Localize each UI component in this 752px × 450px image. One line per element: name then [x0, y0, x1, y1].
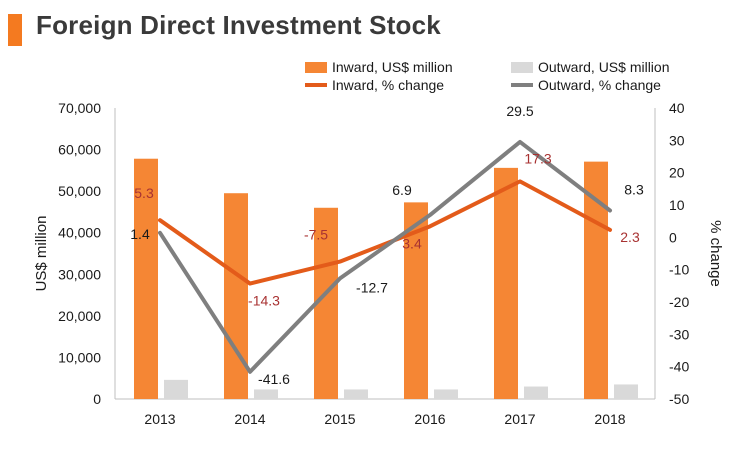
line-inward-change [158, 179, 612, 286]
y-tick-label-left: 30,000 [58, 266, 101, 282]
y-tick-label-right: -40 [669, 359, 689, 375]
data-label-inward: 2.3 [620, 229, 640, 245]
y-axis-title-right: % change [707, 220, 724, 287]
page-title: Foreign Direct Investment Stock [36, 10, 441, 40]
data-label-inward: 17.3 [524, 150, 551, 166]
x-tick-label: 2014 [234, 411, 265, 427]
y-tick-label-right: 40 [669, 100, 685, 116]
data-label-outward: 6.9 [392, 182, 412, 198]
bar-outward [254, 389, 278, 399]
bar-outward [614, 384, 638, 399]
y-tick-label-right: -20 [669, 294, 689, 310]
y-tick-label-left: 40,000 [58, 225, 101, 241]
y-tick-label-right: 0 [669, 229, 677, 245]
x-tick-label: 2018 [594, 411, 625, 427]
y-tick-label-left: 50,000 [58, 183, 101, 199]
y-tick-label-left: 20,000 [58, 308, 101, 324]
y-tick-label-right: -10 [669, 262, 689, 278]
y-tick-label-left: 10,000 [58, 349, 101, 365]
data-label-outward: -41.6 [258, 371, 290, 387]
bar-inward [494, 167, 518, 399]
bar-outward [164, 379, 188, 399]
data-label-outward: 1.4 [130, 226, 150, 242]
legend-label: Outward, % change [538, 77, 661, 93]
legend-label: Inward, % change [332, 77, 444, 93]
y-tick-label-right: 20 [669, 165, 685, 181]
y-tick-label-right: -30 [669, 326, 689, 342]
x-tick-label: 2016 [414, 411, 445, 427]
bar-outward [434, 389, 458, 399]
data-label-outward: -12.7 [356, 279, 388, 295]
legend-swatch [511, 62, 533, 73]
y-tick-label-right: 30 [669, 132, 685, 148]
data-label-outward: 8.3 [624, 181, 644, 197]
y-tick-label-left: 70,000 [58, 100, 101, 116]
x-tick-label: 2015 [324, 411, 355, 427]
line-outward-change [158, 139, 612, 374]
y-axis-title-left: US$ million [33, 216, 50, 292]
data-label-inward: -14.3 [248, 293, 280, 309]
data-label-inward: 5.3 [134, 185, 154, 201]
y-tick-label-right: -50 [669, 391, 689, 407]
bar-outward [524, 386, 548, 399]
bar-outward [344, 389, 368, 399]
legend-label: Outward, US$ million [538, 59, 670, 75]
y-tick-label-left: 0 [93, 391, 101, 407]
data-label-inward: 3.4 [402, 235, 422, 251]
bar-inward [584, 161, 608, 399]
x-tick-label: 2017 [504, 411, 535, 427]
bar-inward [224, 193, 248, 399]
bar-inward [134, 158, 158, 399]
y-tick-label-right: 10 [669, 197, 685, 213]
y-tick-label-left: 60,000 [58, 142, 101, 158]
title-accent-bar [8, 14, 22, 46]
legend-swatch [305, 62, 327, 73]
data-label-outward: 29.5 [506, 103, 533, 119]
legend-label: Inward, US$ million [332, 59, 453, 75]
data-label-inward: -7.5 [304, 227, 328, 243]
x-tick-label: 2013 [144, 411, 175, 427]
